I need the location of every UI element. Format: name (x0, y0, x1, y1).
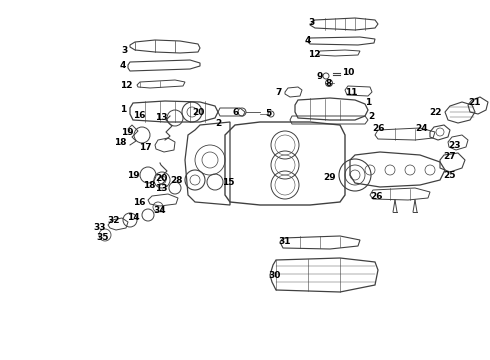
Text: 2: 2 (368, 112, 374, 121)
Text: 2: 2 (215, 118, 221, 127)
Text: 20: 20 (155, 174, 168, 183)
Text: 31: 31 (278, 238, 291, 247)
Text: 11: 11 (345, 87, 358, 96)
Text: 17: 17 (139, 143, 152, 152)
Text: 26: 26 (370, 192, 383, 201)
Text: 7: 7 (275, 87, 282, 96)
Text: 32: 32 (107, 216, 120, 225)
Text: 8: 8 (325, 78, 331, 87)
Text: 28: 28 (171, 176, 183, 185)
Text: 3: 3 (308, 18, 314, 27)
Text: 10: 10 (342, 68, 354, 77)
Text: 3: 3 (122, 45, 128, 54)
Text: 23: 23 (448, 140, 461, 149)
Text: 22: 22 (430, 108, 442, 117)
Text: 1: 1 (365, 98, 371, 107)
Text: 14: 14 (127, 212, 140, 221)
Text: 4: 4 (120, 60, 126, 69)
Text: 21: 21 (468, 98, 481, 107)
Text: 33: 33 (94, 222, 106, 231)
Text: 16: 16 (133, 198, 146, 207)
Text: 26: 26 (372, 123, 385, 132)
Text: 6: 6 (232, 108, 238, 117)
Text: 13: 13 (155, 112, 168, 122)
Text: 20: 20 (192, 108, 204, 117)
Text: 25: 25 (443, 171, 456, 180)
Text: 1: 1 (120, 104, 126, 113)
Text: 27: 27 (443, 152, 456, 161)
Text: 29: 29 (323, 172, 336, 181)
Text: 24: 24 (416, 123, 428, 132)
Text: 9: 9 (317, 72, 323, 81)
Text: 4: 4 (305, 36, 311, 45)
Text: 19: 19 (122, 127, 134, 136)
Text: 15: 15 (222, 177, 235, 186)
Text: 18: 18 (115, 138, 127, 147)
Text: 12: 12 (121, 81, 133, 90)
Text: 19: 19 (127, 171, 140, 180)
Text: 13: 13 (155, 184, 168, 193)
Text: 12: 12 (308, 50, 320, 59)
Text: 34: 34 (153, 206, 166, 215)
Text: 30: 30 (268, 271, 280, 280)
Text: 16: 16 (133, 111, 146, 120)
Text: 18: 18 (144, 180, 156, 189)
Text: 35: 35 (96, 233, 108, 242)
Text: 5: 5 (265, 108, 271, 117)
